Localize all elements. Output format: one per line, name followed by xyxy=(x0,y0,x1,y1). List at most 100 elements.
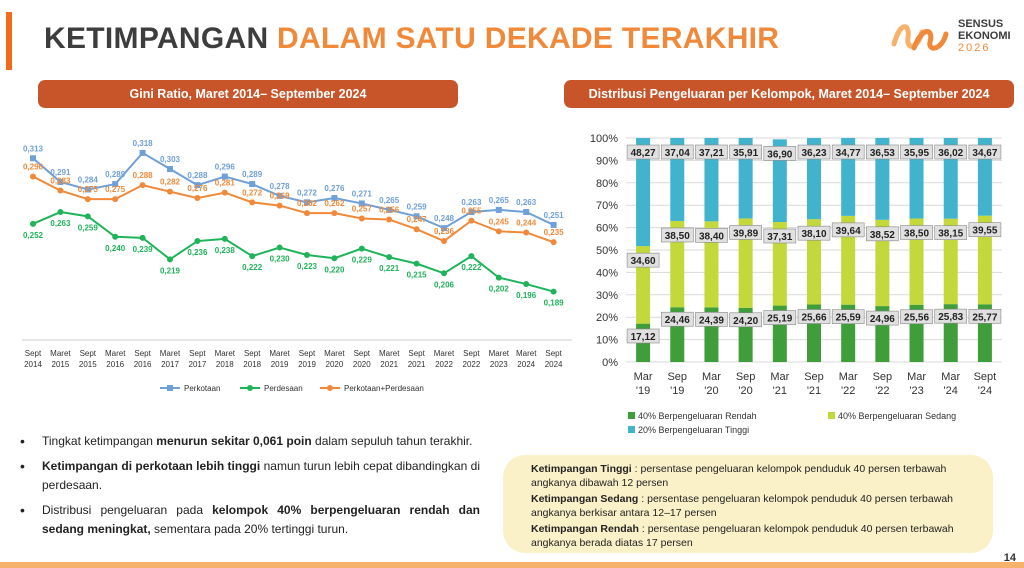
data-point xyxy=(495,206,502,213)
data-label: 0,239 xyxy=(133,245,154,254)
data-label: 0,257 xyxy=(352,204,373,213)
x-tick-label: Sept xyxy=(134,349,151,358)
svg-text:36,53: 36,53 xyxy=(870,148,895,159)
bar-label: 25,66 xyxy=(797,309,831,324)
x-tick-label: Maret xyxy=(215,349,236,358)
data-point xyxy=(167,256,173,263)
x-tick-label: '19 xyxy=(636,385,650,397)
bar-segment xyxy=(909,218,924,305)
data-point xyxy=(221,189,228,196)
svg-text:25,59: 25,59 xyxy=(836,313,861,324)
svg-text:24,96: 24,96 xyxy=(870,314,895,325)
bar-label: 39,55 xyxy=(968,222,1002,237)
x-tick-label: 2022 xyxy=(463,360,481,369)
data-point xyxy=(304,252,310,259)
data-point xyxy=(495,228,502,235)
data-label: 0,263 xyxy=(461,198,482,207)
bullet-dot-icon: • xyxy=(20,433,25,449)
series-line xyxy=(32,151,555,230)
bar-label: 38,15 xyxy=(934,225,968,240)
svg-text:38,50: 38,50 xyxy=(665,231,690,242)
x-tick-label: '22 xyxy=(875,385,889,397)
bullet-dot-icon: • xyxy=(20,458,25,474)
x-tick-label: 2019 xyxy=(271,360,289,369)
svg-text:34,67: 34,67 xyxy=(972,148,997,159)
x-tick-label: Sep xyxy=(667,371,687,383)
bar-label: 25,56 xyxy=(900,309,933,325)
data-label: 0,289 xyxy=(105,170,126,179)
data-label: 0,230 xyxy=(270,255,291,264)
x-tick-label: Maret xyxy=(379,349,400,358)
y-tick-label: 40% xyxy=(596,267,618,279)
legend-item: Perkotaan+Perdesaan xyxy=(320,384,424,393)
x-tick-label: Maret xyxy=(516,349,537,358)
y-tick-label: 100% xyxy=(590,133,618,145)
y-tick-label: 30% xyxy=(596,290,618,302)
data-point xyxy=(276,244,283,251)
svg-text:25,77: 25,77 xyxy=(972,312,997,323)
legend-label: 40% Berpengeluaran Rendah xyxy=(638,411,757,421)
data-label: 0,245 xyxy=(489,217,510,226)
data-point xyxy=(386,216,393,223)
bar-label: 38,52 xyxy=(866,226,899,242)
bar-label: 39,89 xyxy=(729,225,762,240)
data-point xyxy=(468,253,475,260)
bar-label: 36,02 xyxy=(934,144,968,160)
bar-label: 24,96 xyxy=(866,310,899,326)
data-point xyxy=(441,225,447,232)
data-point xyxy=(331,210,338,217)
y-tick-label: 60% xyxy=(596,223,618,235)
data-point xyxy=(358,245,365,252)
data-label: 0,206 xyxy=(434,280,455,289)
svg-text:38,52: 38,52 xyxy=(870,230,895,241)
y-tick-label: 0% xyxy=(602,357,618,369)
x-tick-label: Sep xyxy=(804,371,824,383)
svg-text:37,21: 37,21 xyxy=(699,148,724,159)
data-label: 0,296 xyxy=(23,163,44,172)
data-point xyxy=(276,202,283,209)
x-tick-label: Maret xyxy=(489,349,510,358)
data-label: 0,238 xyxy=(215,246,236,255)
data-label: 0,202 xyxy=(489,285,510,294)
title-part-2: DALAM SATU DEKADE TERAKHIR xyxy=(277,22,780,55)
bar-label: 36,53 xyxy=(866,144,899,160)
bullet-text: Ketimpangan di perkotaan lebih tinggi na… xyxy=(42,459,481,492)
x-tick-label: Sep xyxy=(873,371,893,383)
data-label: 0,244 xyxy=(516,218,537,227)
legend-item: 40% Berpengeluaran Rendah xyxy=(628,411,757,421)
svg-text:36,23: 36,23 xyxy=(801,148,826,159)
data-label: 0,269 xyxy=(270,192,291,201)
left-chart-header-text: Gini Ratio, Maret 2014– September 2024 xyxy=(129,87,367,101)
y-tick-label: 80% xyxy=(596,178,618,190)
data-point xyxy=(194,238,201,245)
data-label: 0,288 xyxy=(187,171,208,180)
svg-text:25,66: 25,66 xyxy=(801,313,826,324)
legend-item: Perkotaan xyxy=(160,384,220,393)
data-point xyxy=(523,281,530,288)
data-point xyxy=(550,239,557,246)
x-tick-label: '23 xyxy=(909,385,923,397)
svg-text:35,91: 35,91 xyxy=(733,148,758,159)
bar-segment xyxy=(636,138,651,247)
data-point xyxy=(331,195,338,202)
bar-label: 34,77 xyxy=(831,144,865,160)
data-point xyxy=(167,166,173,173)
data-point xyxy=(468,217,475,224)
bar-label: 38,50 xyxy=(660,227,694,243)
data-point xyxy=(304,210,310,217)
data-label: 0,265 xyxy=(489,196,510,205)
bullet-text: Tingkat ketimpangan menurun sekitar 0,06… xyxy=(42,434,473,448)
x-tick-label: 2015 xyxy=(52,360,70,369)
bar-label: 38,50 xyxy=(900,225,933,240)
data-label: 0,263 xyxy=(516,198,537,207)
data-label: 0,223 xyxy=(297,262,318,271)
data-point xyxy=(331,255,338,262)
bar-label: 24,39 xyxy=(695,312,728,327)
svg-text:37,04: 37,04 xyxy=(665,148,690,159)
x-tick-label: Sept xyxy=(545,349,562,358)
x-tick-label: 2018 xyxy=(216,360,234,369)
y-tick-label: 70% xyxy=(596,200,618,212)
data-point xyxy=(221,173,228,180)
gini-line-chart: 0,313 0,291 0,284 0,289 0,318 0,303 0,288 0,296… xyxy=(22,139,572,393)
logo-year: 2026 xyxy=(958,42,991,54)
